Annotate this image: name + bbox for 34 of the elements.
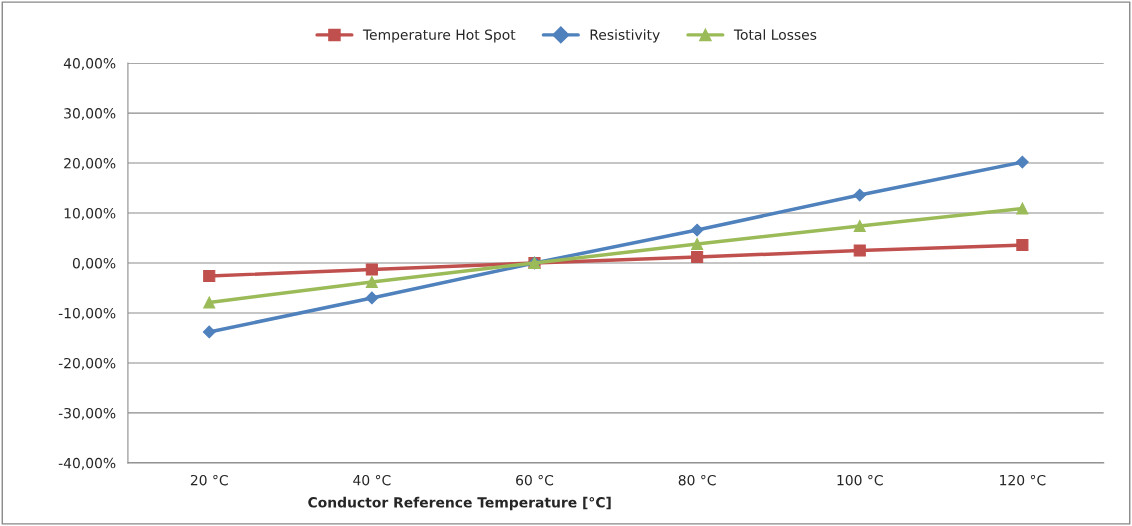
point [853,219,866,233]
y-tick-label: -30,00% [58,407,116,420]
y-tick-label: -10,00% [58,307,116,320]
point [1016,202,1029,215]
x-tick-label: 120 °C [1000,474,1046,486]
x-axis-title: Conductor Reference Temperature [°C] [308,496,611,511]
y-tick-label: 30,00% [64,108,116,120]
legend-label: Resistivity [590,29,660,43]
x-tick-label: 100 °C [837,474,883,486]
point [365,263,378,276]
point [1016,238,1029,252]
point [853,244,866,257]
y-tick-label: -20,00% [58,357,116,370]
y-tick-label: 10,00% [64,208,116,220]
y-tick-label: 20,00% [64,158,116,170]
x-tick-label: 60 °C [516,474,554,486]
point [365,275,378,289]
point [203,269,216,283]
y-tick-label: 0,00% [72,257,116,270]
legend-label: Temperature Hot Spot [362,29,516,43]
y-tick-label: 40,00% [63,58,116,71]
point [690,223,704,237]
point [853,188,867,202]
point [1015,155,1029,169]
legend-label: Total Losses [733,29,817,40]
y-tick-label: -40,00% [58,457,116,470]
point [691,250,704,264]
x-tick-label: 20 °C [190,474,228,486]
x-tick-label: 80 °C [678,474,716,486]
x-tick-label: 40 °C [353,474,391,486]
point [202,325,216,339]
point [203,296,216,309]
point [365,291,379,305]
point [691,237,704,251]
